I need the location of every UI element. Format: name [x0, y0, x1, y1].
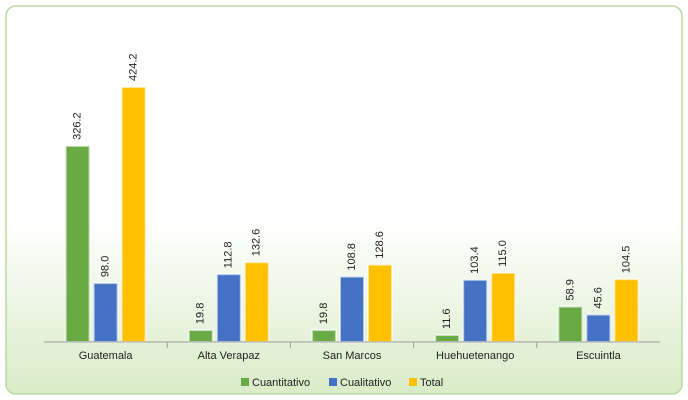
bar — [311, 329, 337, 343]
x-tick-label: Escuintla — [576, 350, 622, 362]
value-label: 11.6 — [441, 308, 453, 329]
value-label: 326.2 — [72, 112, 84, 140]
bar — [243, 261, 270, 343]
value-label: 112.8 — [223, 241, 235, 268]
bar — [215, 273, 242, 343]
bar — [462, 278, 489, 343]
x-tick-label: Guatemala — [79, 350, 134, 362]
value-label: 104.5 — [620, 246, 632, 274]
bar — [434, 334, 461, 344]
legend-label: Total — [420, 377, 443, 389]
bar — [339, 275, 365, 344]
value-label: 424.2 — [128, 53, 140, 81]
bar — [64, 144, 91, 343]
x-tick-label: Alta Verapaz — [198, 350, 260, 362]
value-label: 58.9 — [564, 279, 576, 300]
legend-swatch — [409, 378, 417, 386]
x-tick-label: Huehuetenango — [436, 350, 514, 362]
bar — [557, 305, 584, 343]
value-label: 108.8 — [346, 243, 358, 271]
bar — [187, 329, 214, 343]
value-label: 132.6 — [251, 229, 263, 257]
bar — [367, 263, 393, 344]
value-label: 98.0 — [100, 256, 112, 277]
legend-swatch — [241, 378, 249, 386]
value-label: 45.6 — [592, 287, 604, 308]
bar — [92, 282, 119, 344]
value-label: 128.6 — [374, 231, 386, 259]
legend-label: Cuantitativo — [252, 377, 310, 389]
value-label: 103.4 — [469, 246, 481, 274]
bar — [585, 313, 612, 344]
x-tick-label: San Marcos — [323, 350, 382, 362]
value-label: 115.0 — [497, 240, 509, 267]
value-label: 19.8 — [195, 303, 207, 324]
legend-swatch — [329, 378, 337, 386]
bar — [613, 278, 640, 344]
bar — [490, 271, 517, 343]
value-label: 19.8 — [318, 303, 330, 324]
legend-label: Cualitativo — [340, 377, 391, 389]
bar — [120, 86, 147, 343]
